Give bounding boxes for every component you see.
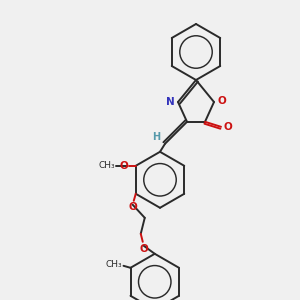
Text: O: O: [224, 122, 233, 132]
Text: O: O: [119, 161, 128, 171]
Text: O: O: [128, 202, 137, 212]
Text: CH₃: CH₃: [106, 260, 122, 269]
Text: H: H: [152, 132, 160, 142]
Text: CH₃: CH₃: [98, 161, 115, 170]
Text: O: O: [140, 244, 148, 254]
Text: O: O: [217, 96, 226, 106]
Text: N: N: [166, 97, 175, 107]
